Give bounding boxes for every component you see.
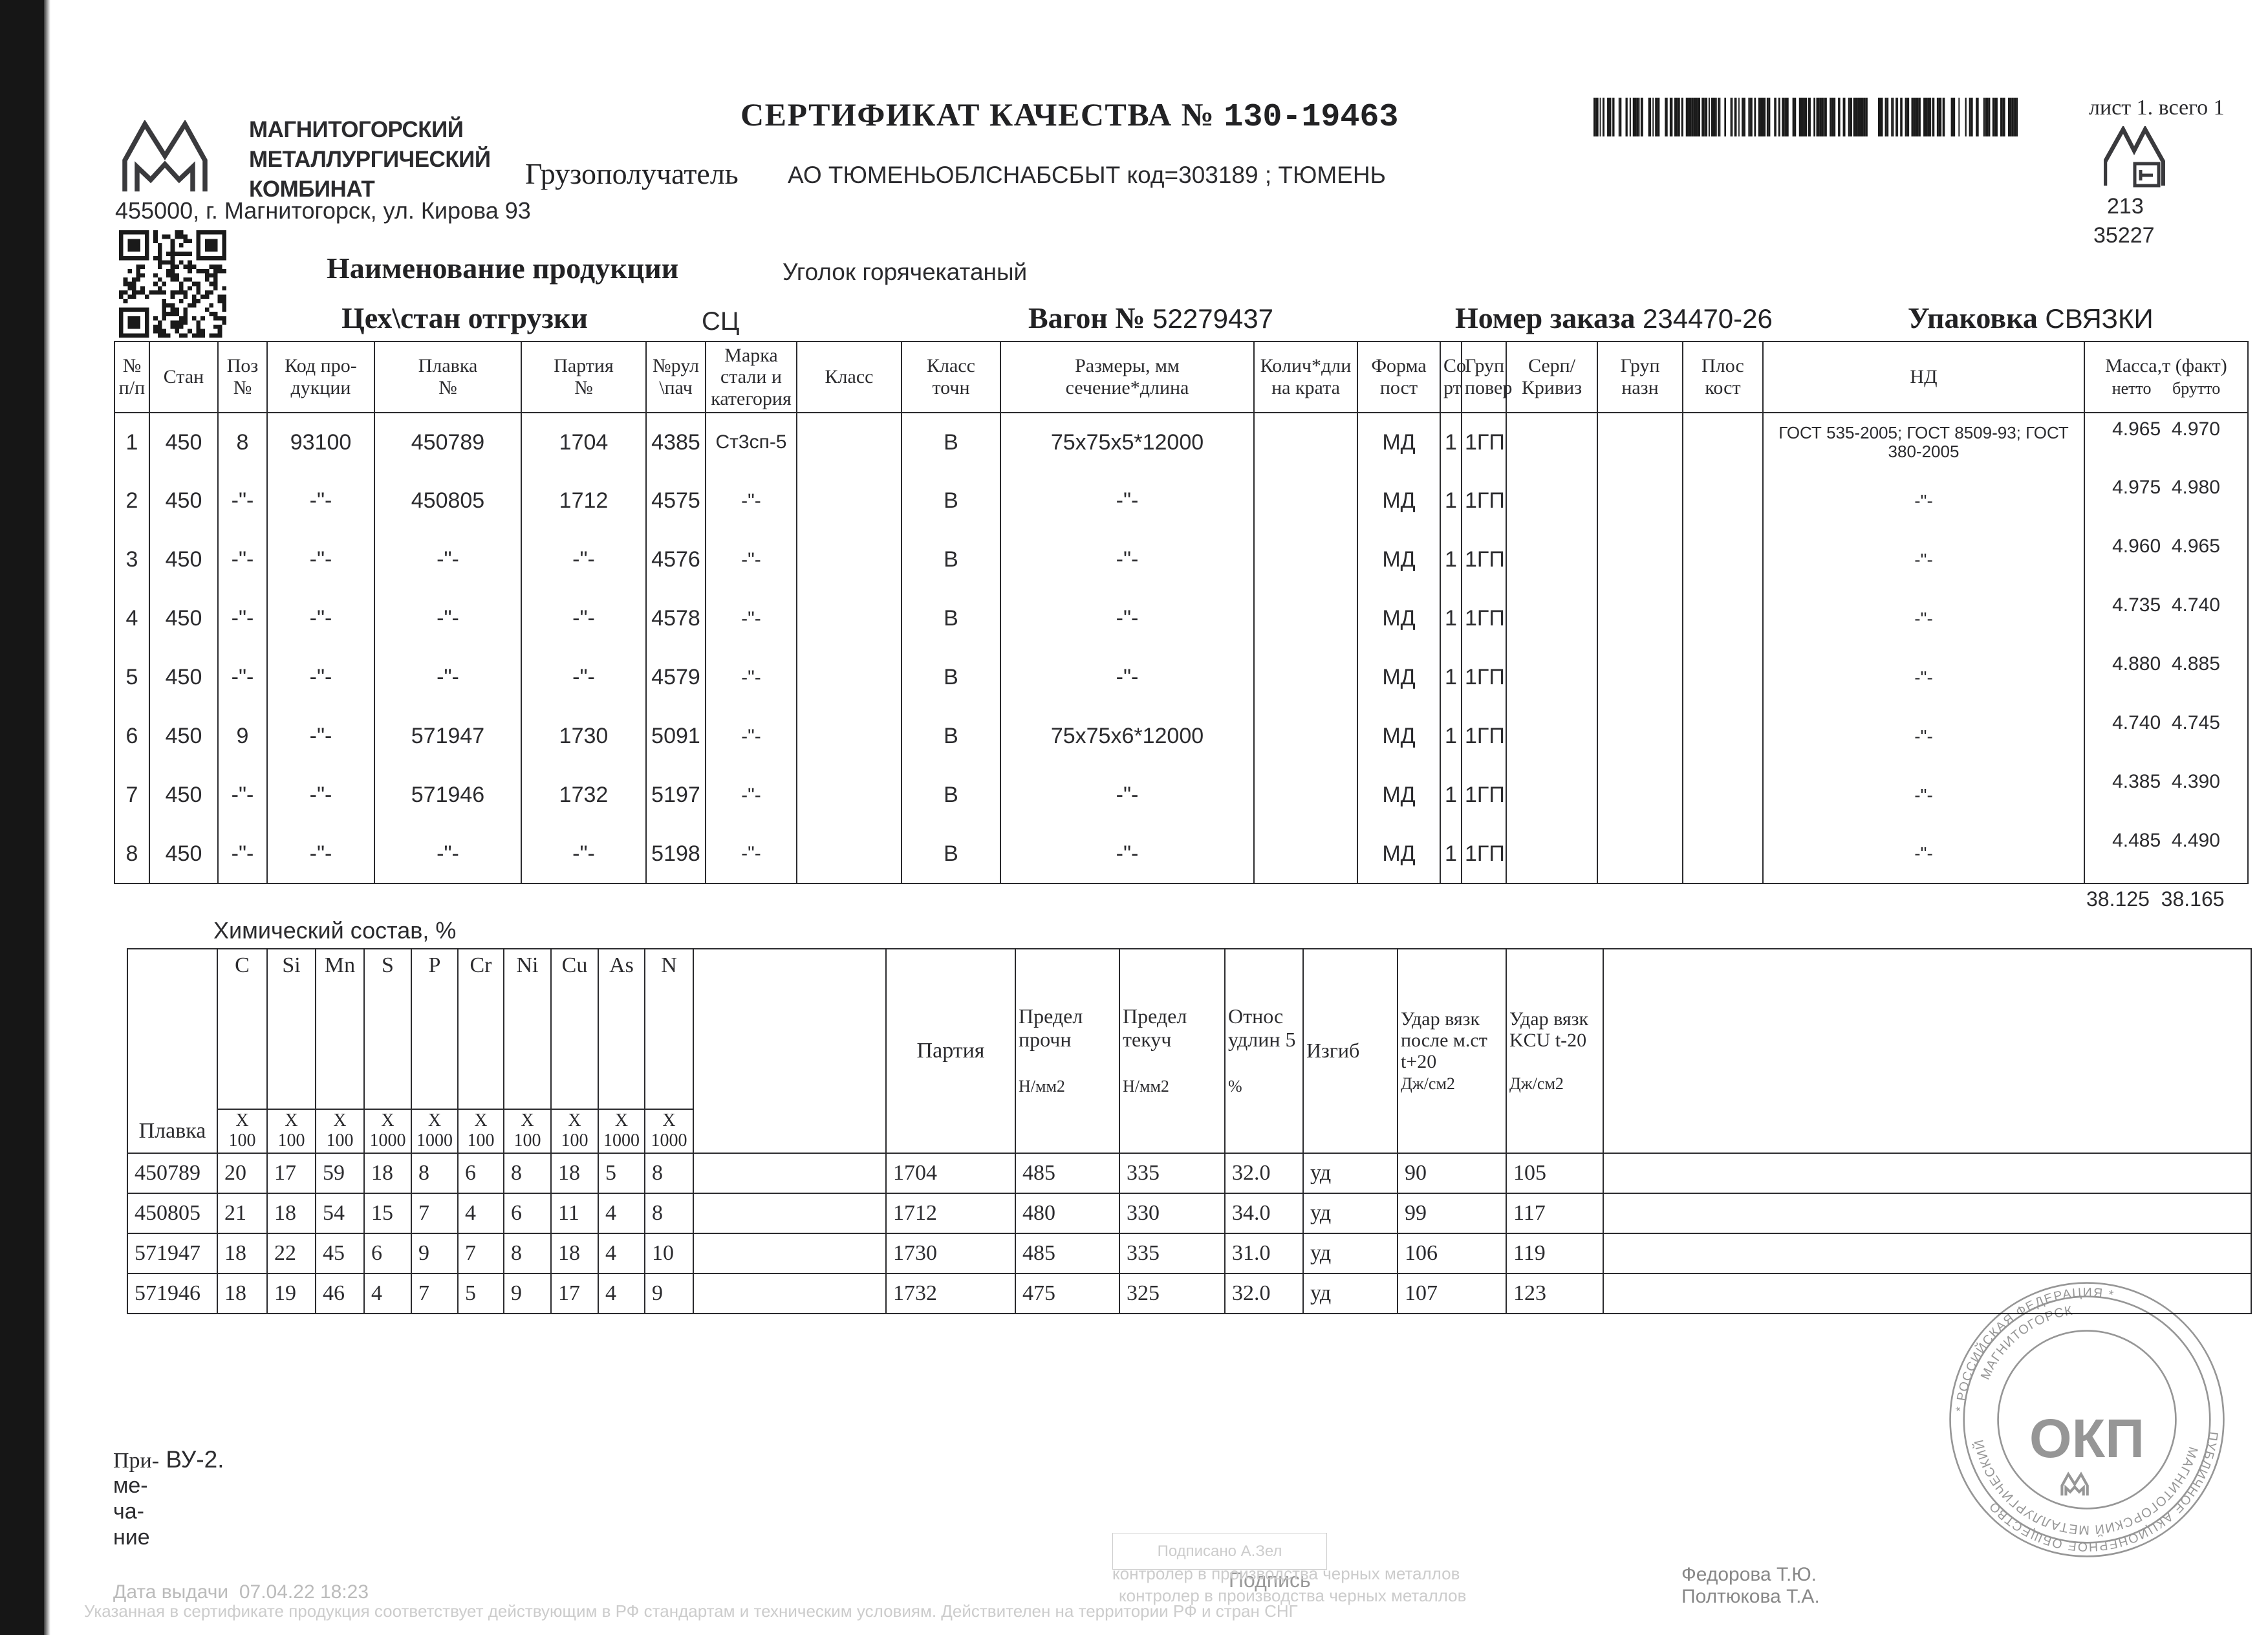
svg-text:ОКП: ОКП [2029,1407,2144,1469]
